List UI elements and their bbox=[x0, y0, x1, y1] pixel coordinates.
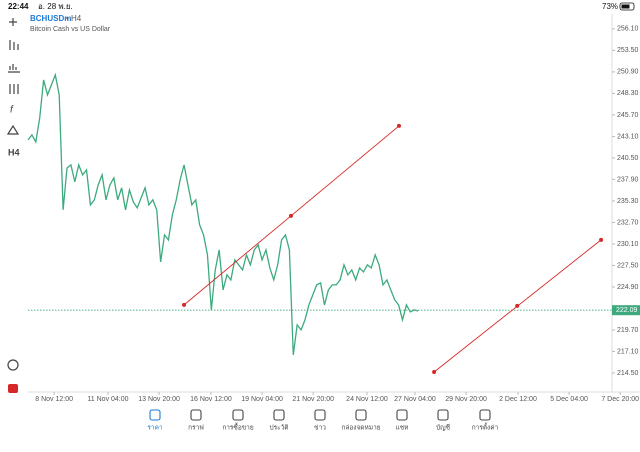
trend-point[interactable] bbox=[599, 237, 604, 242]
y-tick-label: 240.50 bbox=[617, 155, 639, 162]
nav-icon[interactable] bbox=[355, 409, 367, 421]
app-icon[interactable] bbox=[8, 384, 18, 393]
trend-point[interactable] bbox=[288, 213, 293, 218]
settings-tool[interactable] bbox=[9, 84, 19, 94]
battery-icon bbox=[619, 2, 635, 11]
x-tick-label: 2 Dec 12:00 bbox=[499, 396, 537, 403]
trend-point[interactable] bbox=[432, 369, 437, 374]
nav-label[interactable]: การตั้งค่า bbox=[472, 423, 499, 432]
status-time: 22:44 bbox=[8, 2, 29, 11]
nav-label[interactable]: แชท bbox=[396, 425, 409, 432]
status-battery: 73% bbox=[602, 2, 618, 11]
y-tick-label: 227.50 bbox=[617, 262, 639, 269]
objects-tool[interactable] bbox=[6, 124, 20, 135]
nav-icon[interactable] bbox=[273, 409, 285, 421]
x-tick-label: 21 Nov 20:00 bbox=[292, 396, 334, 403]
x-tick-label: 11 Nov 04:00 bbox=[87, 396, 128, 403]
symbol: BCHUSDm bbox=[30, 14, 71, 23]
y-tick-label: 219.70 bbox=[617, 327, 639, 334]
y-tick-label: 217.10 bbox=[617, 348, 639, 355]
x-tick-label: 16 Nov 12:00 bbox=[190, 396, 232, 403]
indicators-tool[interactable] bbox=[8, 64, 20, 73]
search-tool[interactable] bbox=[7, 359, 19, 371]
price-line bbox=[27, 72, 419, 355]
y-tick-label: 243.10 bbox=[617, 133, 639, 140]
nav-icon[interactable] bbox=[149, 409, 161, 421]
nav-icon[interactable] bbox=[190, 409, 202, 421]
nav-label[interactable]: ข่าว bbox=[314, 425, 326, 432]
x-tick-label: 24 Nov 12:00 bbox=[346, 396, 388, 403]
x-tick-label: 27 Nov 04:00 bbox=[394, 396, 436, 403]
current-price-box bbox=[612, 305, 640, 316]
current-price-label: 222.09 bbox=[616, 307, 638, 314]
y-tick-label: 232.70 bbox=[617, 219, 639, 226]
nav-label[interactable]: กล่องจดหมาย bbox=[341, 425, 380, 432]
y-tick-label: 248.30 bbox=[617, 90, 639, 97]
x-tick-label: 7 Dec 20:00 bbox=[601, 396, 639, 403]
nav-label[interactable]: การซื้อขาย bbox=[222, 423, 253, 432]
symbol-description: Bitcoin Cash vs US Dollar bbox=[30, 26, 111, 33]
trend-point[interactable] bbox=[396, 123, 401, 128]
y-tick-label: 245.70 bbox=[617, 112, 639, 119]
x-tick-label: 19 Nov 04:00 bbox=[241, 396, 283, 403]
nav-icon[interactable] bbox=[437, 409, 449, 421]
y-tick-label: 237.90 bbox=[617, 176, 639, 183]
nav-icon[interactable] bbox=[479, 409, 491, 421]
nav-icon[interactable] bbox=[232, 409, 244, 421]
chart-type-tool[interactable] bbox=[9, 40, 19, 50]
left-toolbar: f H4 bbox=[6, 18, 20, 393]
status-date: อ. 28 พ.ย. bbox=[38, 2, 73, 11]
nav-icon[interactable] bbox=[396, 409, 408, 421]
crosshair-tool[interactable] bbox=[9, 18, 17, 26]
x-tick-label: 13 Nov 20:00 bbox=[138, 396, 180, 403]
trend-point[interactable] bbox=[515, 303, 520, 308]
y-tick-label: 256.10 bbox=[617, 26, 639, 33]
nav-label[interactable]: ประวัติ bbox=[270, 424, 289, 432]
nav-icon[interactable] bbox=[314, 409, 326, 421]
x-tick-label: 5 Dec 04:00 bbox=[550, 396, 588, 403]
nav-label[interactable]: บัญชี bbox=[436, 424, 451, 432]
y-tick-label: 230.10 bbox=[617, 241, 639, 248]
timeframe-button[interactable]: H4 bbox=[8, 147, 20, 157]
trend-point[interactable] bbox=[182, 302, 187, 307]
battery-level bbox=[621, 4, 630, 9]
y-tick-label: 224.90 bbox=[617, 284, 639, 291]
y-tick-label: 214.50 bbox=[617, 370, 639, 377]
y-tick-label: 235.30 bbox=[617, 198, 639, 205]
nav-label[interactable]: กราฟ bbox=[188, 425, 204, 432]
period: • H4 bbox=[66, 14, 82, 23]
nav-label[interactable]: ราคา bbox=[147, 425, 162, 432]
x-tick-label: 29 Nov 20:00 bbox=[445, 396, 487, 403]
y-tick-label: 253.50 bbox=[617, 47, 639, 54]
function-tool[interactable]: f bbox=[10, 105, 14, 116]
x-tick-label: 8 Nov 12:00 bbox=[35, 396, 73, 403]
y-tick-label: 250.90 bbox=[617, 69, 639, 76]
